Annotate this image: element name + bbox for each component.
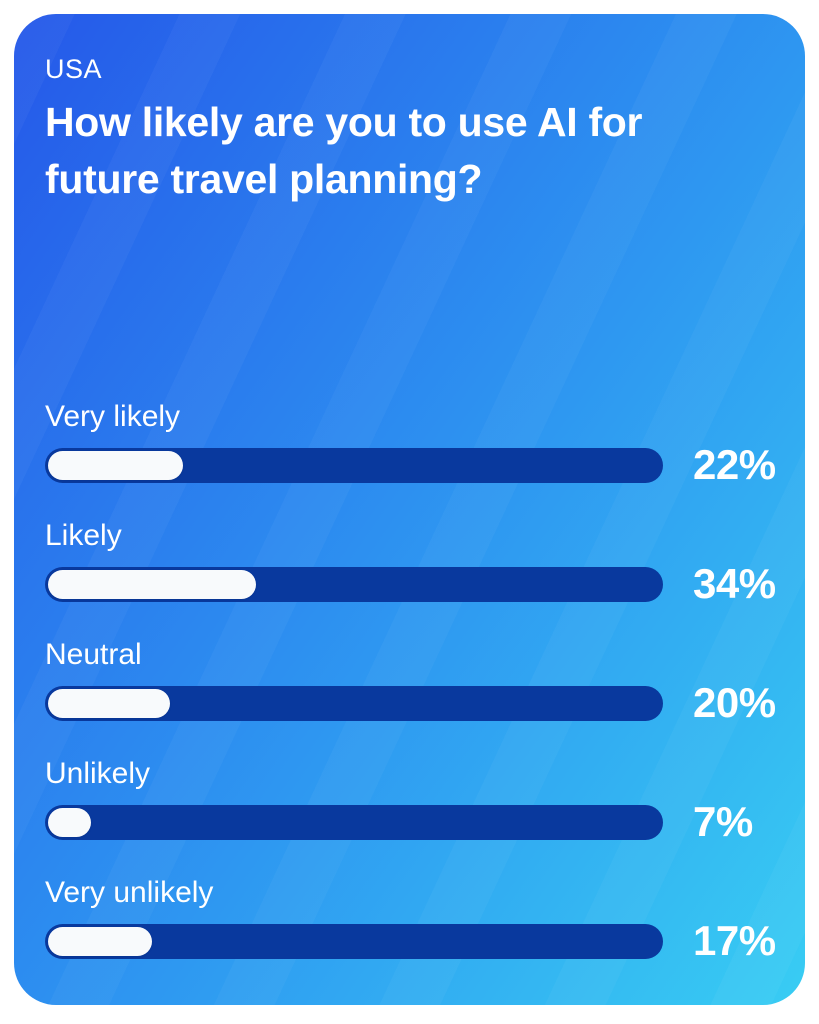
- bar-track: [45, 804, 663, 840]
- bar-fill: [48, 926, 153, 956]
- bar-fill: [48, 450, 183, 480]
- bar-track: [45, 447, 663, 483]
- bar-chart: Very likely 22% Likely 34% Neutral: [45, 399, 776, 964]
- bar-fill: [48, 688, 171, 718]
- value-label: 7%: [693, 798, 753, 845]
- bar-row: Likely 34%: [45, 518, 776, 607]
- bar-track: [45, 923, 663, 959]
- bar-line: 17%: [45, 917, 776, 964]
- bar-fill: [48, 807, 91, 837]
- survey-card: USA How likely are you to use AI for fut…: [14, 14, 805, 1005]
- bar-row: Unlikely 7%: [45, 756, 775, 845]
- region-label: USA: [45, 54, 103, 84]
- chart-title: How likely are you to use AI for future …: [45, 99, 643, 202]
- card-header: USA How likely are you to use AI for fut…: [45, 52, 775, 208]
- category-label: Very likely: [45, 400, 181, 433]
- value-label: 17%: [693, 917, 776, 964]
- bar-row: Very likely 22%: [45, 399, 776, 488]
- bar-track: [45, 685, 663, 721]
- bar-fill: [48, 569, 257, 599]
- bar-line: 34%: [45, 560, 776, 607]
- value-label: 34%: [693, 560, 776, 607]
- bar-line: 22%: [45, 441, 776, 488]
- bar-track: [45, 566, 663, 602]
- category-label: Unlikely: [45, 757, 151, 790]
- value-label: 20%: [693, 679, 776, 726]
- category-label: Very unlikely: [45, 876, 214, 909]
- bar-line: 7%: [45, 798, 775, 845]
- category-label: Neutral: [45, 638, 142, 671]
- bar-row: Neutral 20%: [45, 637, 776, 726]
- bar-row: Very unlikely 17%: [45, 875, 776, 964]
- value-label: 22%: [693, 441, 776, 488]
- category-label: Likely: [45, 519, 122, 552]
- bar-line: 20%: [45, 679, 776, 726]
